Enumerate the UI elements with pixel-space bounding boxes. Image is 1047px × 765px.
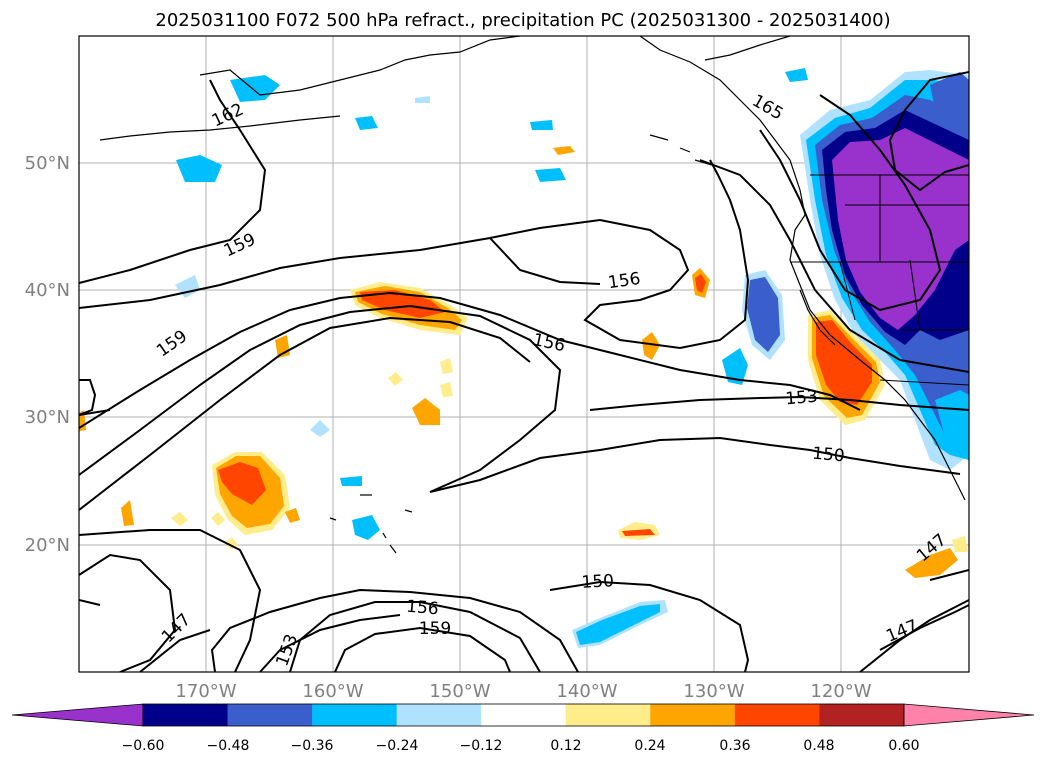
contour-label: 150 (581, 571, 614, 593)
contour-label: 156 (405, 597, 439, 620)
colorbar-segment (734, 704, 820, 726)
colorbar-extend-low (11, 703, 144, 727)
colorbar-segment (819, 704, 905, 726)
lat-label: 40°N (25, 280, 70, 301)
lon-label: 150°W (429, 681, 490, 702)
colorbar-segment (143, 704, 229, 726)
colorbar-frame (142, 703, 905, 727)
colorbar-segment (650, 704, 736, 726)
lon-label: 160°W (302, 681, 363, 702)
lat-label: 30°N (25, 407, 70, 428)
contour-label: 153 (785, 387, 819, 410)
colorbar-tick: −0.48 (207, 738, 250, 754)
contour-label: 159 (419, 619, 451, 639)
colorbar-tick: −0.12 (460, 738, 503, 754)
colorbar-segment (227, 704, 313, 726)
colorbar-segment (481, 704, 567, 726)
lon-label: 120°W (810, 681, 871, 702)
colorbar-tick: 0.48 (803, 738, 834, 754)
lon-label: 140°W (556, 681, 617, 702)
colorbar-tick: −0.60 (122, 738, 165, 754)
colorbar (11, 703, 1035, 727)
colorbar-tick: 0.12 (550, 738, 581, 754)
latitude-labels: 20°N 30°N 40°N 50°N (25, 153, 70, 556)
colorbar-segment (396, 704, 482, 726)
lon-label: 170°W (175, 681, 236, 702)
precip-ocean-warm (79, 146, 968, 578)
colorbar-tick: −0.24 (376, 738, 419, 754)
colorbar-tick: 0.36 (719, 738, 750, 754)
refractivity-contours (79, 71, 969, 672)
precip-ocean-blue (175, 68, 808, 648)
colorbar-extend-high (903, 703, 1035, 727)
contour-label: 150 (811, 444, 845, 467)
figure-title: 2025031100 F072 500 hPa refract., precip… (155, 10, 890, 31)
longitude-labels: 170°W 160°W 150°W 140°W 130°W 120°W (175, 681, 871, 702)
colorbar-segment (312, 704, 398, 726)
lat-label: 20°N (25, 535, 70, 556)
colorbar-tick: 0.60 (888, 738, 919, 754)
colorbar-segment (565, 704, 651, 726)
colorbar-tick: 0.24 (634, 738, 665, 754)
colorbar-tick: −0.36 (291, 738, 334, 754)
colorbar-ticks: −0.60 −0.48 −0.36 −0.24 −0.12 0.12 0.24 … (122, 738, 920, 754)
lat-label: 50°N (25, 153, 70, 174)
map-frame (78, 35, 970, 673)
contour-label: 156 (607, 269, 642, 293)
lon-label: 130°W (683, 681, 744, 702)
